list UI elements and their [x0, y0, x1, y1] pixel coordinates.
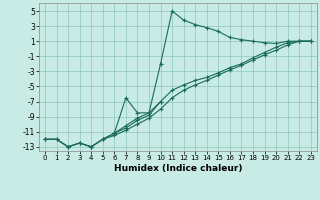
X-axis label: Humidex (Indice chaleur): Humidex (Indice chaleur) — [114, 164, 242, 173]
